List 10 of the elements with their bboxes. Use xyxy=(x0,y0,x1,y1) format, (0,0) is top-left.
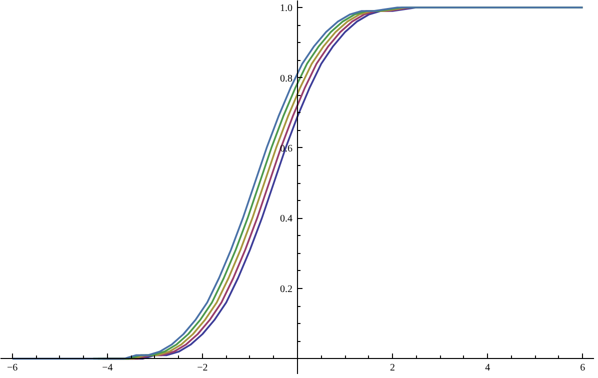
x-tick-label: 6 xyxy=(580,362,586,374)
x-tick-label: −6 xyxy=(7,362,18,374)
y-tick-label: 0.2 xyxy=(280,284,292,295)
x-tick-label: 4 xyxy=(485,362,490,374)
x-tick-label: −4 xyxy=(102,362,113,374)
y-tick-label: 0.8 xyxy=(280,73,292,84)
y-tick-label: 0.4 xyxy=(280,214,292,225)
x-tick-label: −2 xyxy=(197,362,208,374)
x-tick-label: 2 xyxy=(390,362,396,374)
y-tick-label: 1.0 xyxy=(280,3,292,14)
